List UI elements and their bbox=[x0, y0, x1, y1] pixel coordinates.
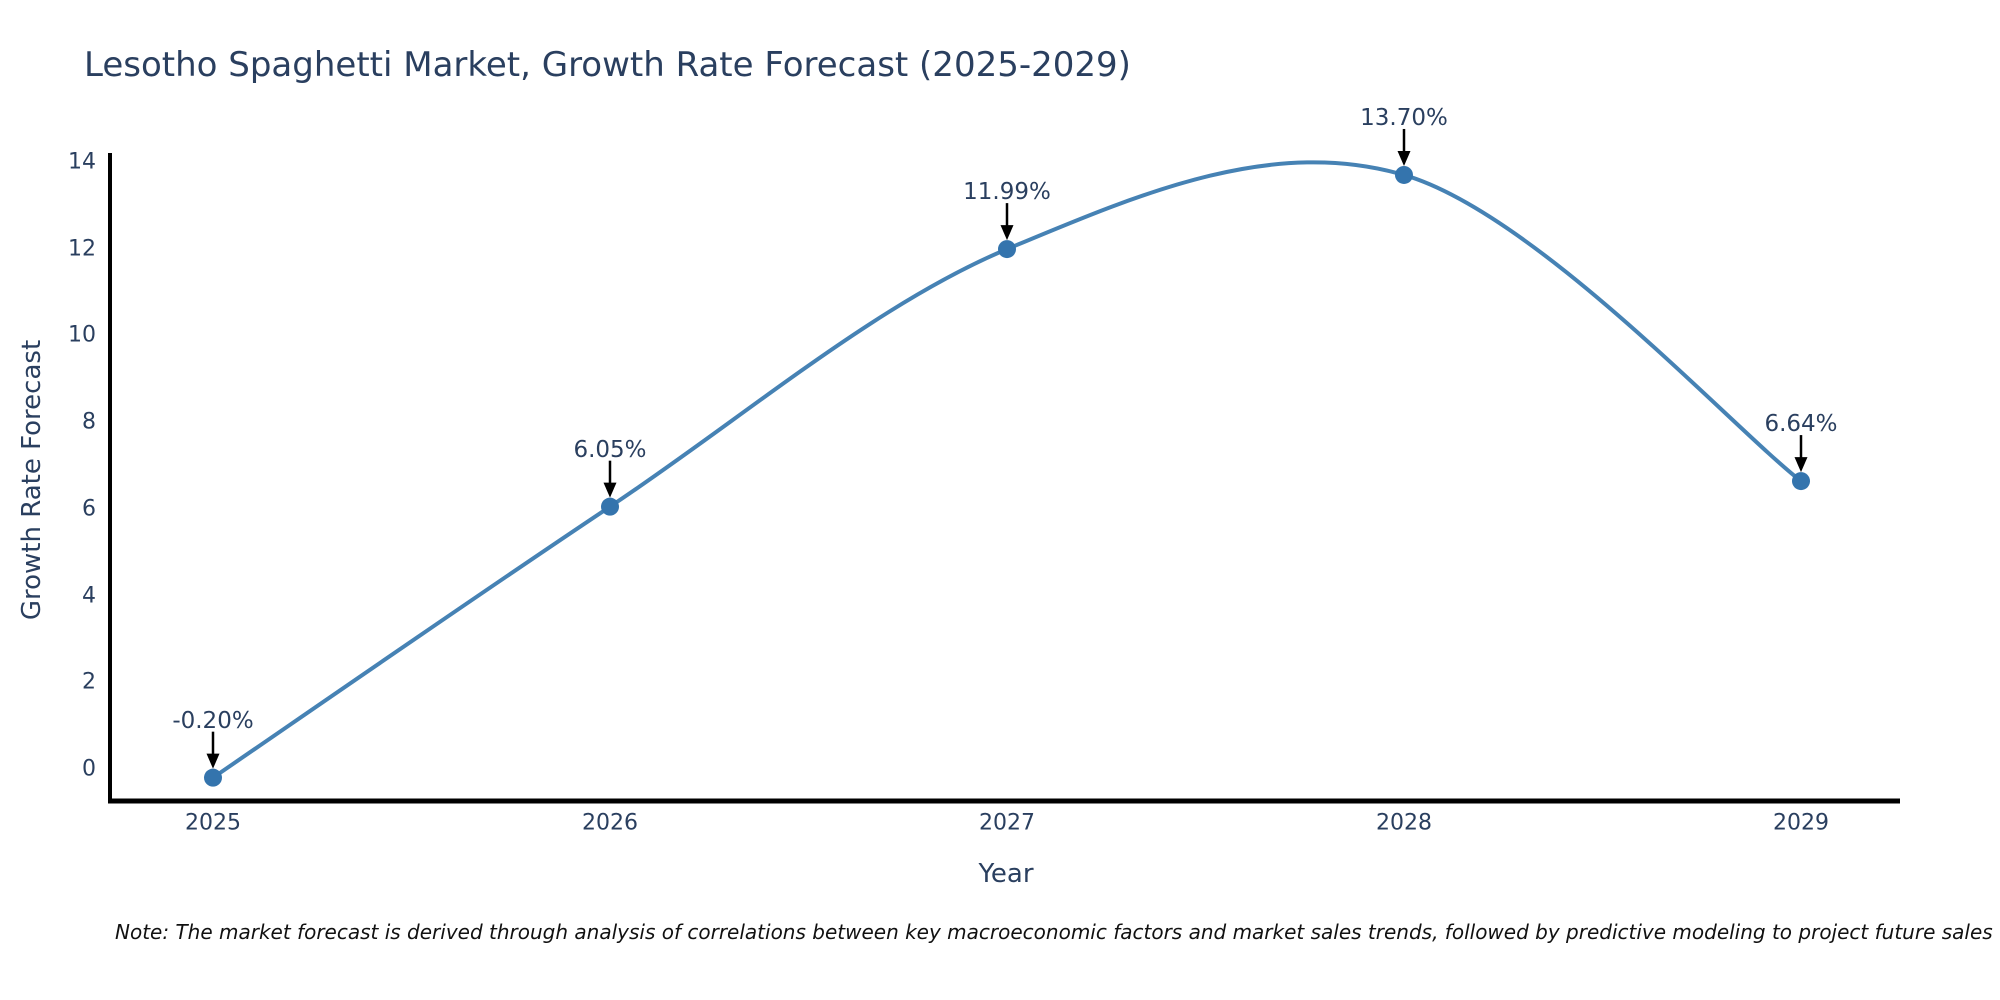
y-tick-label: 4 bbox=[82, 583, 96, 609]
annotation-arrow-head bbox=[603, 482, 617, 498]
x-tick-label: 2029 bbox=[1773, 810, 1829, 836]
footnote: Note: The market forecast is derived thr… bbox=[115, 920, 1993, 944]
y-tick-label: 6 bbox=[82, 496, 96, 522]
data-point-marker bbox=[601, 497, 619, 516]
chart-title: Lesotho Spaghetti Market, Growth Rate Fo… bbox=[84, 45, 1131, 85]
x-tick-label: 2026 bbox=[582, 810, 638, 836]
point-annotation: -0.20% bbox=[172, 707, 254, 734]
data-point-marker bbox=[998, 240, 1016, 259]
data-point-marker bbox=[204, 768, 222, 787]
annotation-arrow-head bbox=[1794, 457, 1808, 473]
y-tick-label: 0 bbox=[82, 756, 96, 782]
y-tick-label: 12 bbox=[68, 236, 96, 262]
annotation-arrow-head bbox=[1000, 225, 1014, 241]
point-annotation: 13.70% bbox=[1360, 104, 1448, 131]
y-tick-label: 14 bbox=[68, 149, 96, 175]
data-point-marker bbox=[1395, 165, 1413, 184]
annotation-arrow-head bbox=[206, 753, 220, 769]
y-tick-label: 8 bbox=[82, 409, 96, 435]
y-tick-label: 10 bbox=[68, 322, 96, 348]
x-tick-label: 2028 bbox=[1376, 810, 1432, 836]
x-axis-title: Year bbox=[978, 859, 1034, 889]
y-tick-label: 2 bbox=[82, 669, 96, 695]
data-point-marker bbox=[1792, 472, 1810, 491]
x-tick-label: 2025 bbox=[185, 810, 241, 836]
x-tick-label: 2027 bbox=[979, 810, 1035, 836]
point-annotation: 11.99% bbox=[963, 179, 1051, 206]
point-annotation: 6.64% bbox=[1764, 411, 1838, 438]
point-annotation: 6.05% bbox=[573, 436, 647, 463]
annotation-arrow-head bbox=[1397, 150, 1411, 166]
